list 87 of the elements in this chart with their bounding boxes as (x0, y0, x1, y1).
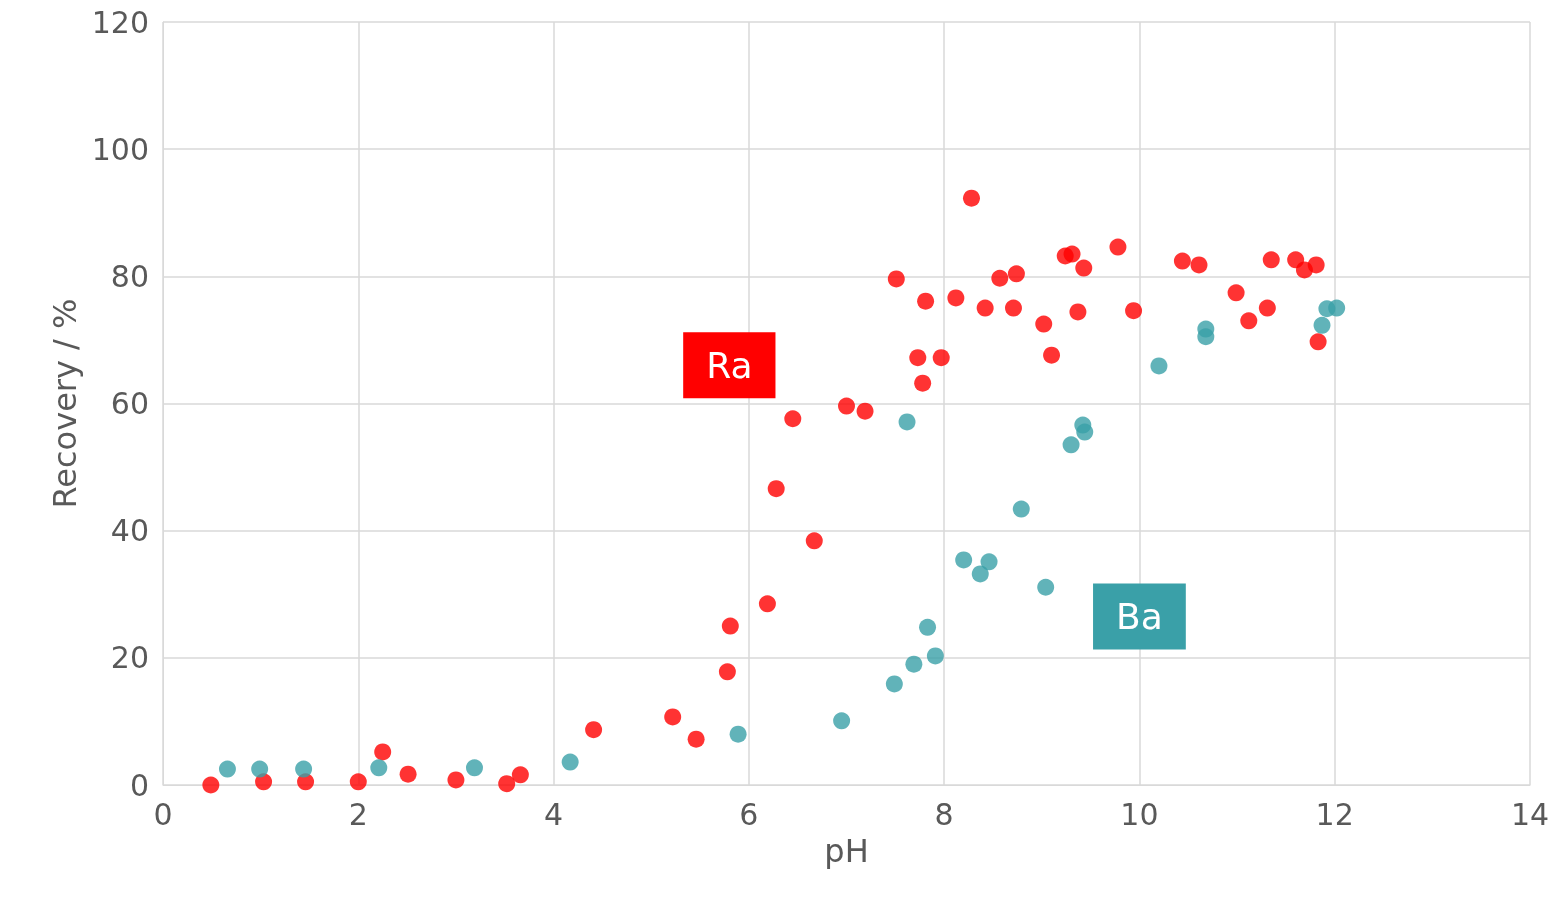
point (1197, 328, 1215, 346)
point (202, 776, 220, 794)
point (585, 721, 603, 739)
point (971, 565, 989, 583)
point (947, 289, 965, 307)
y-tick-label: 20 (110, 640, 149, 676)
point (374, 743, 392, 761)
point (1069, 303, 1087, 321)
point (991, 269, 1009, 287)
point (909, 349, 927, 367)
point (1007, 265, 1025, 283)
point (976, 299, 994, 317)
point (838, 397, 855, 415)
point (370, 759, 388, 777)
point (218, 760, 236, 778)
y-tick-label: 120 (91, 4, 149, 40)
point (955, 551, 973, 569)
point (887, 270, 905, 288)
x-tick-label: 10 (1120, 796, 1159, 832)
point (1328, 299, 1346, 317)
point (1307, 256, 1325, 274)
point (856, 402, 874, 420)
point (1004, 299, 1022, 317)
x-tick-label: 4 (544, 796, 564, 832)
point (758, 595, 776, 613)
point (1173, 252, 1191, 270)
point (963, 189, 980, 207)
point (664, 708, 682, 726)
point (1062, 436, 1080, 454)
point (1262, 251, 1280, 269)
point (399, 765, 417, 783)
point (1012, 500, 1030, 518)
point (561, 753, 579, 771)
point (898, 413, 916, 431)
series-label: Ba (1116, 596, 1163, 637)
point (718, 663, 736, 681)
point (767, 480, 785, 498)
point (1125, 302, 1143, 320)
point (980, 553, 998, 571)
point (1240, 312, 1258, 330)
point (784, 410, 802, 428)
point (905, 655, 923, 673)
point (1227, 284, 1245, 302)
point (885, 675, 903, 693)
point (805, 532, 823, 550)
y-axis-title: Recovery / % (45, 298, 84, 509)
point (932, 349, 950, 367)
point (926, 647, 944, 665)
point (447, 771, 465, 789)
point (1190, 256, 1208, 274)
point (833, 712, 851, 730)
point (349, 773, 367, 791)
point (1035, 315, 1053, 333)
point (251, 760, 269, 778)
point (295, 760, 313, 778)
point (1076, 423, 1094, 441)
point (917, 292, 935, 310)
point (1037, 578, 1055, 596)
point (1258, 299, 1276, 317)
point (1063, 245, 1081, 263)
point (729, 725, 747, 743)
point (1309, 333, 1327, 351)
point (511, 766, 529, 784)
point (1043, 346, 1061, 364)
x-axis-title: pH (824, 832, 869, 870)
point (1075, 259, 1093, 277)
point (687, 730, 705, 748)
point (498, 775, 516, 793)
x-tick-label: 12 (1315, 796, 1354, 832)
y-tick-label: 40 (110, 513, 149, 549)
y-tick-label: 80 (110, 258, 149, 294)
point (919, 618, 937, 636)
x-tick-label: 14 (1510, 796, 1550, 832)
y-tick-label: 0 (129, 767, 149, 803)
point (466, 759, 483, 777)
x-tick-label: 6 (739, 796, 759, 832)
y-tick-label: 60 (110, 386, 149, 421)
x-tick-label: 2 (348, 796, 368, 832)
x-tick-label: 8 (934, 796, 954, 832)
point (721, 617, 739, 635)
point (914, 374, 932, 392)
point (1150, 357, 1168, 375)
point (1109, 238, 1127, 256)
x-tick-label: 0 (153, 796, 173, 832)
y-tick-label: 100 (91, 131, 149, 167)
series-label: Ra (706, 344, 753, 386)
point (1313, 316, 1331, 334)
